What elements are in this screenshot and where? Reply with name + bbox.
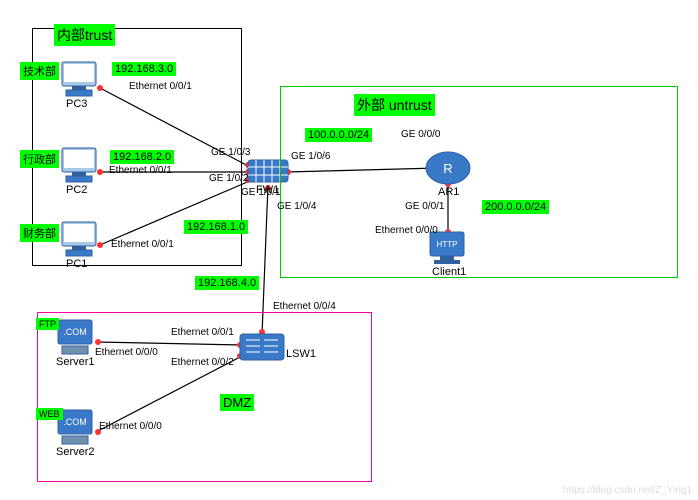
- if-ar-ge0: GE 0/0/0: [398, 128, 443, 141]
- zone-dmz-title: DMZ: [220, 394, 254, 411]
- server2-label: Server2: [56, 446, 95, 458]
- subnet-fin: 192.168.1.0: [184, 220, 248, 234]
- server1-tag: FTP: [36, 318, 59, 330]
- if-lsw-eth1: Ethernet 0/0/1: [168, 326, 237, 339]
- server2-tag: WEB: [36, 408, 63, 420]
- if-fw-ge2: GE 1/0/2: [206, 172, 251, 185]
- if-lsw-eth4: Ethernet 0/0/4: [270, 300, 339, 313]
- subnet-admin: 192.168.2.0: [110, 150, 174, 164]
- subnet-dmz: 192.168.4.0: [195, 276, 259, 290]
- if-ar-ge1: GE 0/0/1: [402, 200, 447, 213]
- ar1-label: AR1: [438, 186, 459, 198]
- dept-admin: 行政部: [20, 150, 59, 168]
- client1-label: Client1: [432, 266, 466, 278]
- zone-trust-title: 内部trust: [54, 24, 115, 46]
- if-client-eth: Ethernet 0/0/0: [372, 224, 441, 237]
- server1-label: Server1: [56, 356, 95, 368]
- subnet-tech: 192.168.3.0: [112, 62, 176, 76]
- if-fw-ge3: GE 1/0/3: [208, 146, 253, 159]
- if-srv1-eth: Ethernet 0/0/0: [92, 346, 161, 359]
- zone-untrust-title: 外部 untrust: [354, 94, 435, 116]
- if-fw-ge6: GE 1/0/6: [288, 150, 333, 163]
- subnet-client: 200.0.0.0/24: [482, 200, 549, 214]
- subnet-wan: 100.0.0.0/24: [305, 128, 372, 142]
- if-lsw-eth2: Ethernet 0/0/2: [168, 356, 237, 369]
- dept-tech: 技术部: [20, 62, 59, 80]
- if-srv2-eth: Ethernet 0/0/0: [96, 420, 165, 433]
- watermark: https://blog.csdn.net/Z_Ying1: [563, 485, 692, 496]
- pc1-label: PC1: [66, 258, 87, 270]
- pc2-label: PC2: [66, 184, 87, 196]
- if-fw-ge1: GE 1/0/1: [238, 186, 283, 199]
- zone-untrust: [280, 86, 678, 278]
- if-pc3-eth: Ethernet 0/0/1: [126, 80, 195, 93]
- dept-fin: 财务部: [20, 224, 59, 242]
- if-fw-ge4: GE 1/0/4: [274, 200, 319, 213]
- if-pc2-eth: Ethernet 0/0/1: [106, 164, 175, 177]
- pc3-label: PC3: [66, 98, 87, 110]
- if-pc1-eth: Ethernet 0/0/1: [108, 238, 177, 251]
- lsw1-label: LSW1: [286, 348, 316, 360]
